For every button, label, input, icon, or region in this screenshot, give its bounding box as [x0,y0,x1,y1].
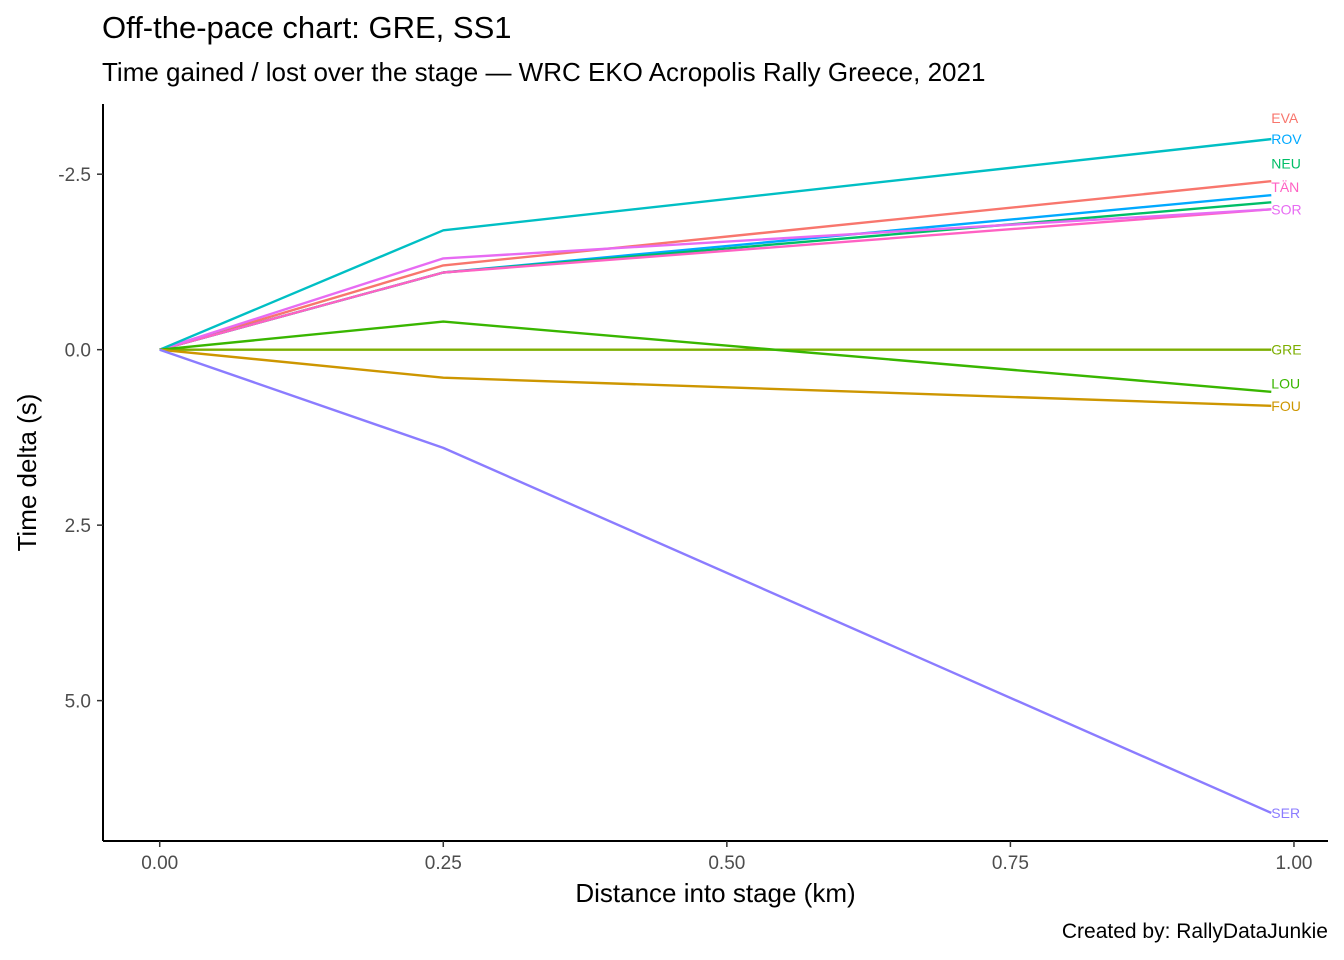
chart-subtitle: Time gained / lost over the stage — WRC … [102,57,986,87]
end-label: SOR [1271,201,1301,217]
y-tick-label: 5.0 [65,692,91,713]
series-line-sor [159,208,1272,351]
series-line-ser [159,348,1272,814]
end-label: NEU [1271,156,1301,172]
end-label: TÄN [1271,179,1299,195]
series-line-fou [159,348,1272,407]
series-layer [159,137,1272,814]
x-tick-label: 0.75 [992,853,1029,874]
end-label: ROV [1271,131,1302,147]
end-label: SER [1271,805,1300,821]
end-labels-layer: EVA ROV NEU TÄN SOR GRE LOU FOU SER [1271,110,1302,821]
x-tick-label: 0.25 [425,853,462,874]
ticks-layer: 0.00 0.25 0.50 0.75 1.00 -2.5 0.0 2.5 5.0 [58,165,1312,874]
chart-title: Off-the-pace chart: GRE, SS1 [102,10,512,45]
series-line-lou [159,320,1272,393]
axes-layer [102,104,1328,842]
chart-caption: Created by: RallyDataJunkie [1061,920,1328,943]
series-line-eva [159,180,1272,351]
series-line-unlabeled-5 [159,137,1272,351]
y-tick-label: 0.0 [65,341,91,362]
series-line-neu [159,201,1272,351]
x-axis-title: Distance into stage (km) [575,878,855,908]
series-line-tän [159,208,1272,351]
x-tick-label: 0.00 [141,853,178,874]
x-tick-label: 1.00 [1275,853,1312,874]
y-tick-label: 2.5 [65,516,91,537]
end-label: GRE [1271,342,1301,358]
end-label: FOU [1271,398,1301,414]
y-axis-title: Time delta (s) [12,394,42,552]
end-label: LOU [1271,375,1300,391]
x-tick-label: 0.50 [708,853,745,874]
y-tick-label: -2.5 [58,165,91,186]
end-label: EVA [1271,110,1299,126]
